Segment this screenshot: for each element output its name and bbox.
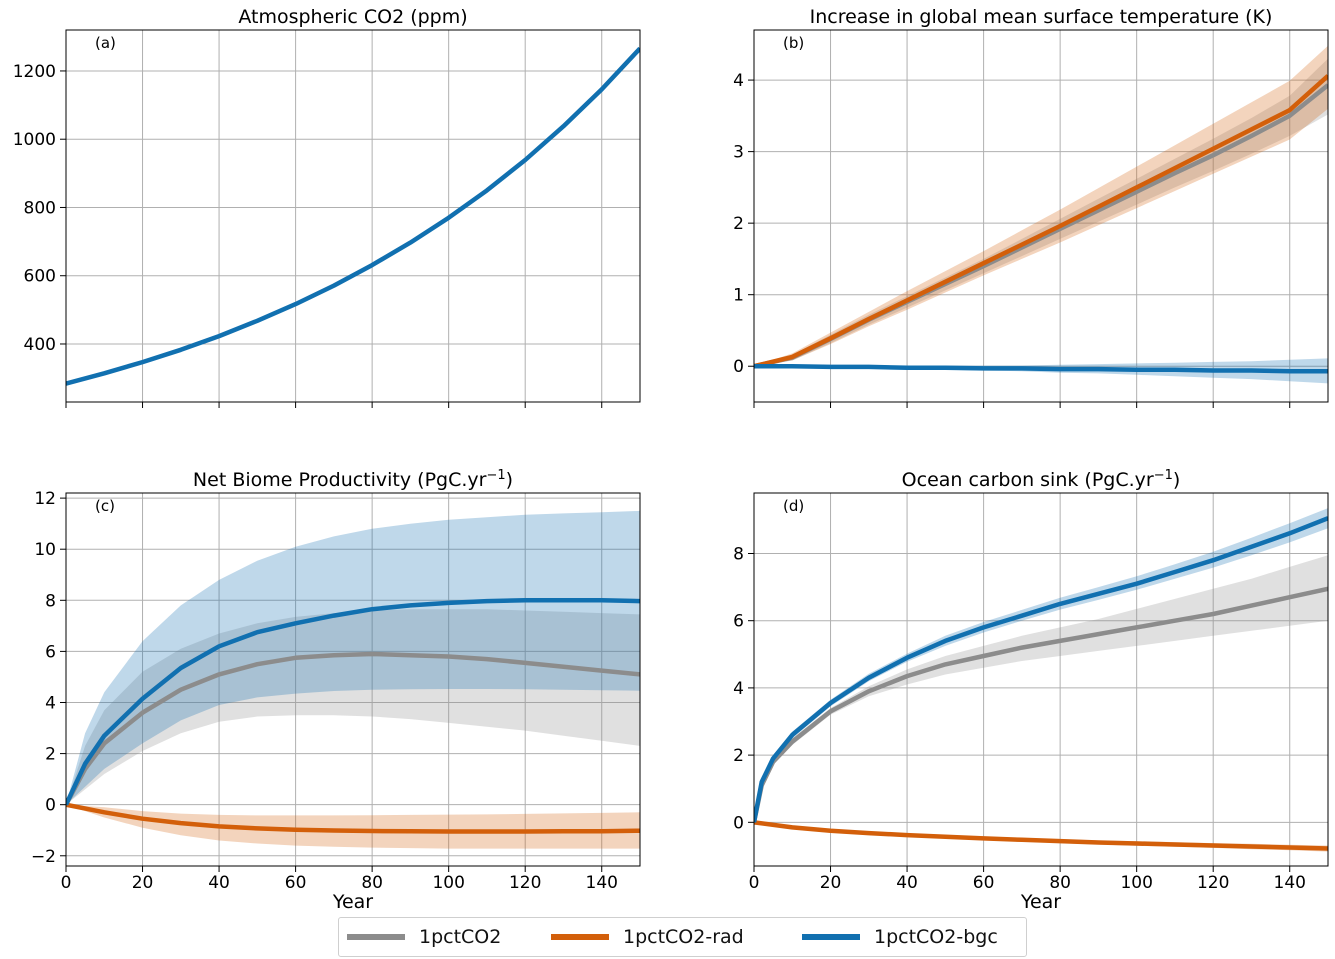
band-1pctco2-bgc: [754, 508, 1328, 823]
legend-label-1pctco2: 1pctCO2: [419, 926, 502, 948]
panel-a: 400 600 800 1000 1200 Atmospheric CO2 (ppm) (a…: [13, 6, 641, 408]
series-line-1pctco2-bgc: [66, 598, 640, 806]
band-1pctco2-rad: [66, 804, 640, 849]
x-tick-label: 0: [749, 873, 760, 893]
y-tick-label: 0: [733, 357, 744, 377]
band-1pctco2: [754, 555, 1328, 823]
x-tick-label: 40: [208, 873, 230, 893]
x-tick-label: 40: [896, 873, 918, 893]
x-axis-label: Year: [1020, 891, 1061, 913]
plot-area: [66, 510, 640, 849]
y-tick-label: 6: [45, 642, 56, 662]
band-1pctco2: [754, 58, 1328, 367]
panel-label: (c): [95, 497, 115, 515]
y-tick-label: 800: [24, 198, 56, 218]
y-tick-label: −2: [31, 847, 56, 867]
y-tick-label: 0: [733, 813, 744, 833]
axes-frame: [753, 29, 1329, 403]
plot-area: [754, 508, 1328, 852]
x-tick-label: 60: [285, 873, 307, 893]
axes-frame: [65, 29, 641, 403]
y-tick-label: 12: [34, 489, 56, 509]
y-tick-label: 2: [733, 214, 744, 234]
legend-swatch-1pctco2: [347, 934, 405, 940]
legend-swatch-1pctco2-rad: [551, 934, 609, 940]
y-tick-label: 1: [733, 286, 744, 306]
y-tick-label: 4: [45, 693, 56, 713]
x-tick-label: 0: [61, 873, 72, 893]
series-line-1pctco2-rad: [66, 802, 640, 834]
title-superscript: −1: [1154, 468, 1173, 483]
y-tick-label: 8: [733, 544, 744, 564]
series-line-1pctco2-bgc: [754, 516, 1328, 823]
y-tick-label: 2: [733, 746, 744, 766]
x-tick-label: 80: [1049, 873, 1071, 893]
title-end: ): [1173, 469, 1180, 491]
panel-label: (d): [783, 497, 804, 515]
plot-area: [754, 45, 1328, 384]
x-tick-label: 60: [973, 873, 995, 893]
panel-title: Ocean carbon sink (PgC.yr−1): [902, 468, 1181, 491]
band-1pctco2-bgc: [66, 510, 640, 805]
y-tick-label: 1000: [13, 130, 56, 150]
series-line-1pctco2-bgc: [66, 46, 640, 386]
x-tick-label: 100: [1120, 873, 1152, 893]
panel-label: (b): [783, 34, 804, 52]
panel-d: 0 20 40 60 80 100 120 140 0 2 4 6 8 Ocean carbon sink…: [733, 468, 1329, 913]
y-tick-label: 6: [733, 612, 744, 632]
y-tick-label: 0: [45, 796, 56, 816]
y-tick-label: 8: [45, 591, 56, 611]
title-superscript: −1: [486, 468, 505, 483]
x-tick-label: 80: [361, 873, 383, 893]
x-tick-label: 100: [432, 873, 464, 893]
y-tick-label: 10: [34, 540, 56, 560]
x-axis-label: Year: [332, 891, 373, 913]
y-tick-label: 4: [733, 679, 744, 699]
panel-label: (a): [95, 34, 116, 52]
y-tick-label: 600: [24, 267, 56, 287]
panel-title: Net Biome Productivity (PgC.yr−1): [193, 468, 513, 491]
series-line-1pctco2-rad: [754, 74, 1328, 369]
y-tick-label: 3: [733, 143, 744, 163]
legend-swatch-1pctco2-bgc: [802, 934, 860, 940]
series-line-1pctco2-bgc: [754, 363, 1328, 374]
y-tick-label: 400: [24, 335, 56, 355]
legend: 1pctCO2 1pctCO2-rad 1pctCO2-bgc: [338, 917, 1027, 957]
title-end: ): [506, 469, 513, 491]
plot-area: [66, 46, 640, 386]
panel-title: Increase in global mean surface temperat…: [810, 6, 1273, 28]
band-1pctco2-rad: [754, 45, 1328, 367]
x-tick-label: 20: [132, 873, 154, 893]
y-tick-label: 4: [733, 71, 744, 91]
series-line-1pctco2: [754, 586, 1328, 823]
series-line-1pctco2-rad: [754, 820, 1328, 851]
legend-label-1pctco2-bgc: 1pctCO2-bgc: [874, 926, 998, 948]
x-tick-label: 140: [1274, 873, 1306, 893]
x-tick-label: 20: [820, 873, 842, 893]
y-tick-label: 1200: [13, 62, 56, 82]
x-tick-label: 120: [1197, 873, 1229, 893]
panel-title: Atmospheric CO2 (ppm): [238, 6, 467, 28]
series-line-1pctco2: [66, 651, 640, 806]
y-tick-label: 2: [45, 745, 56, 765]
legend-label-1pctco2-rad: 1pctCO2-rad: [623, 926, 744, 948]
x-tick-label: 140: [586, 873, 618, 893]
axes-frame: [753, 492, 1329, 867]
panel-b: 0 1 2 3 4 Increase in global mean surface tem…: [733, 6, 1329, 408]
x-tick-label: 120: [509, 873, 541, 893]
axes-frame: [65, 492, 641, 867]
